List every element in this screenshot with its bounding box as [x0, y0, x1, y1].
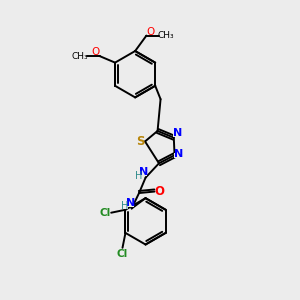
- Text: H: H: [135, 171, 143, 181]
- Text: N: N: [173, 149, 183, 159]
- Text: Cl: Cl: [117, 249, 128, 259]
- Text: O: O: [154, 185, 165, 198]
- Text: CH₃: CH₃: [72, 52, 88, 61]
- Text: N: N: [126, 198, 136, 208]
- Bar: [156, 189, 163, 194]
- Text: CH₃: CH₃: [158, 31, 174, 40]
- Bar: [101, 210, 108, 215]
- Text: Cl: Cl: [99, 208, 110, 218]
- Bar: [126, 201, 134, 207]
- Text: H: H: [121, 201, 128, 211]
- Bar: [137, 139, 144, 144]
- Bar: [135, 173, 143, 179]
- Bar: [173, 131, 181, 137]
- Text: O: O: [146, 27, 154, 37]
- Bar: [174, 152, 181, 158]
- Text: O: O: [92, 47, 100, 57]
- Text: N: N: [140, 167, 149, 177]
- Text: S: S: [136, 135, 145, 148]
- Bar: [119, 251, 126, 256]
- Text: N: N: [173, 128, 182, 138]
- Bar: [121, 203, 128, 209]
- Bar: [140, 170, 147, 176]
